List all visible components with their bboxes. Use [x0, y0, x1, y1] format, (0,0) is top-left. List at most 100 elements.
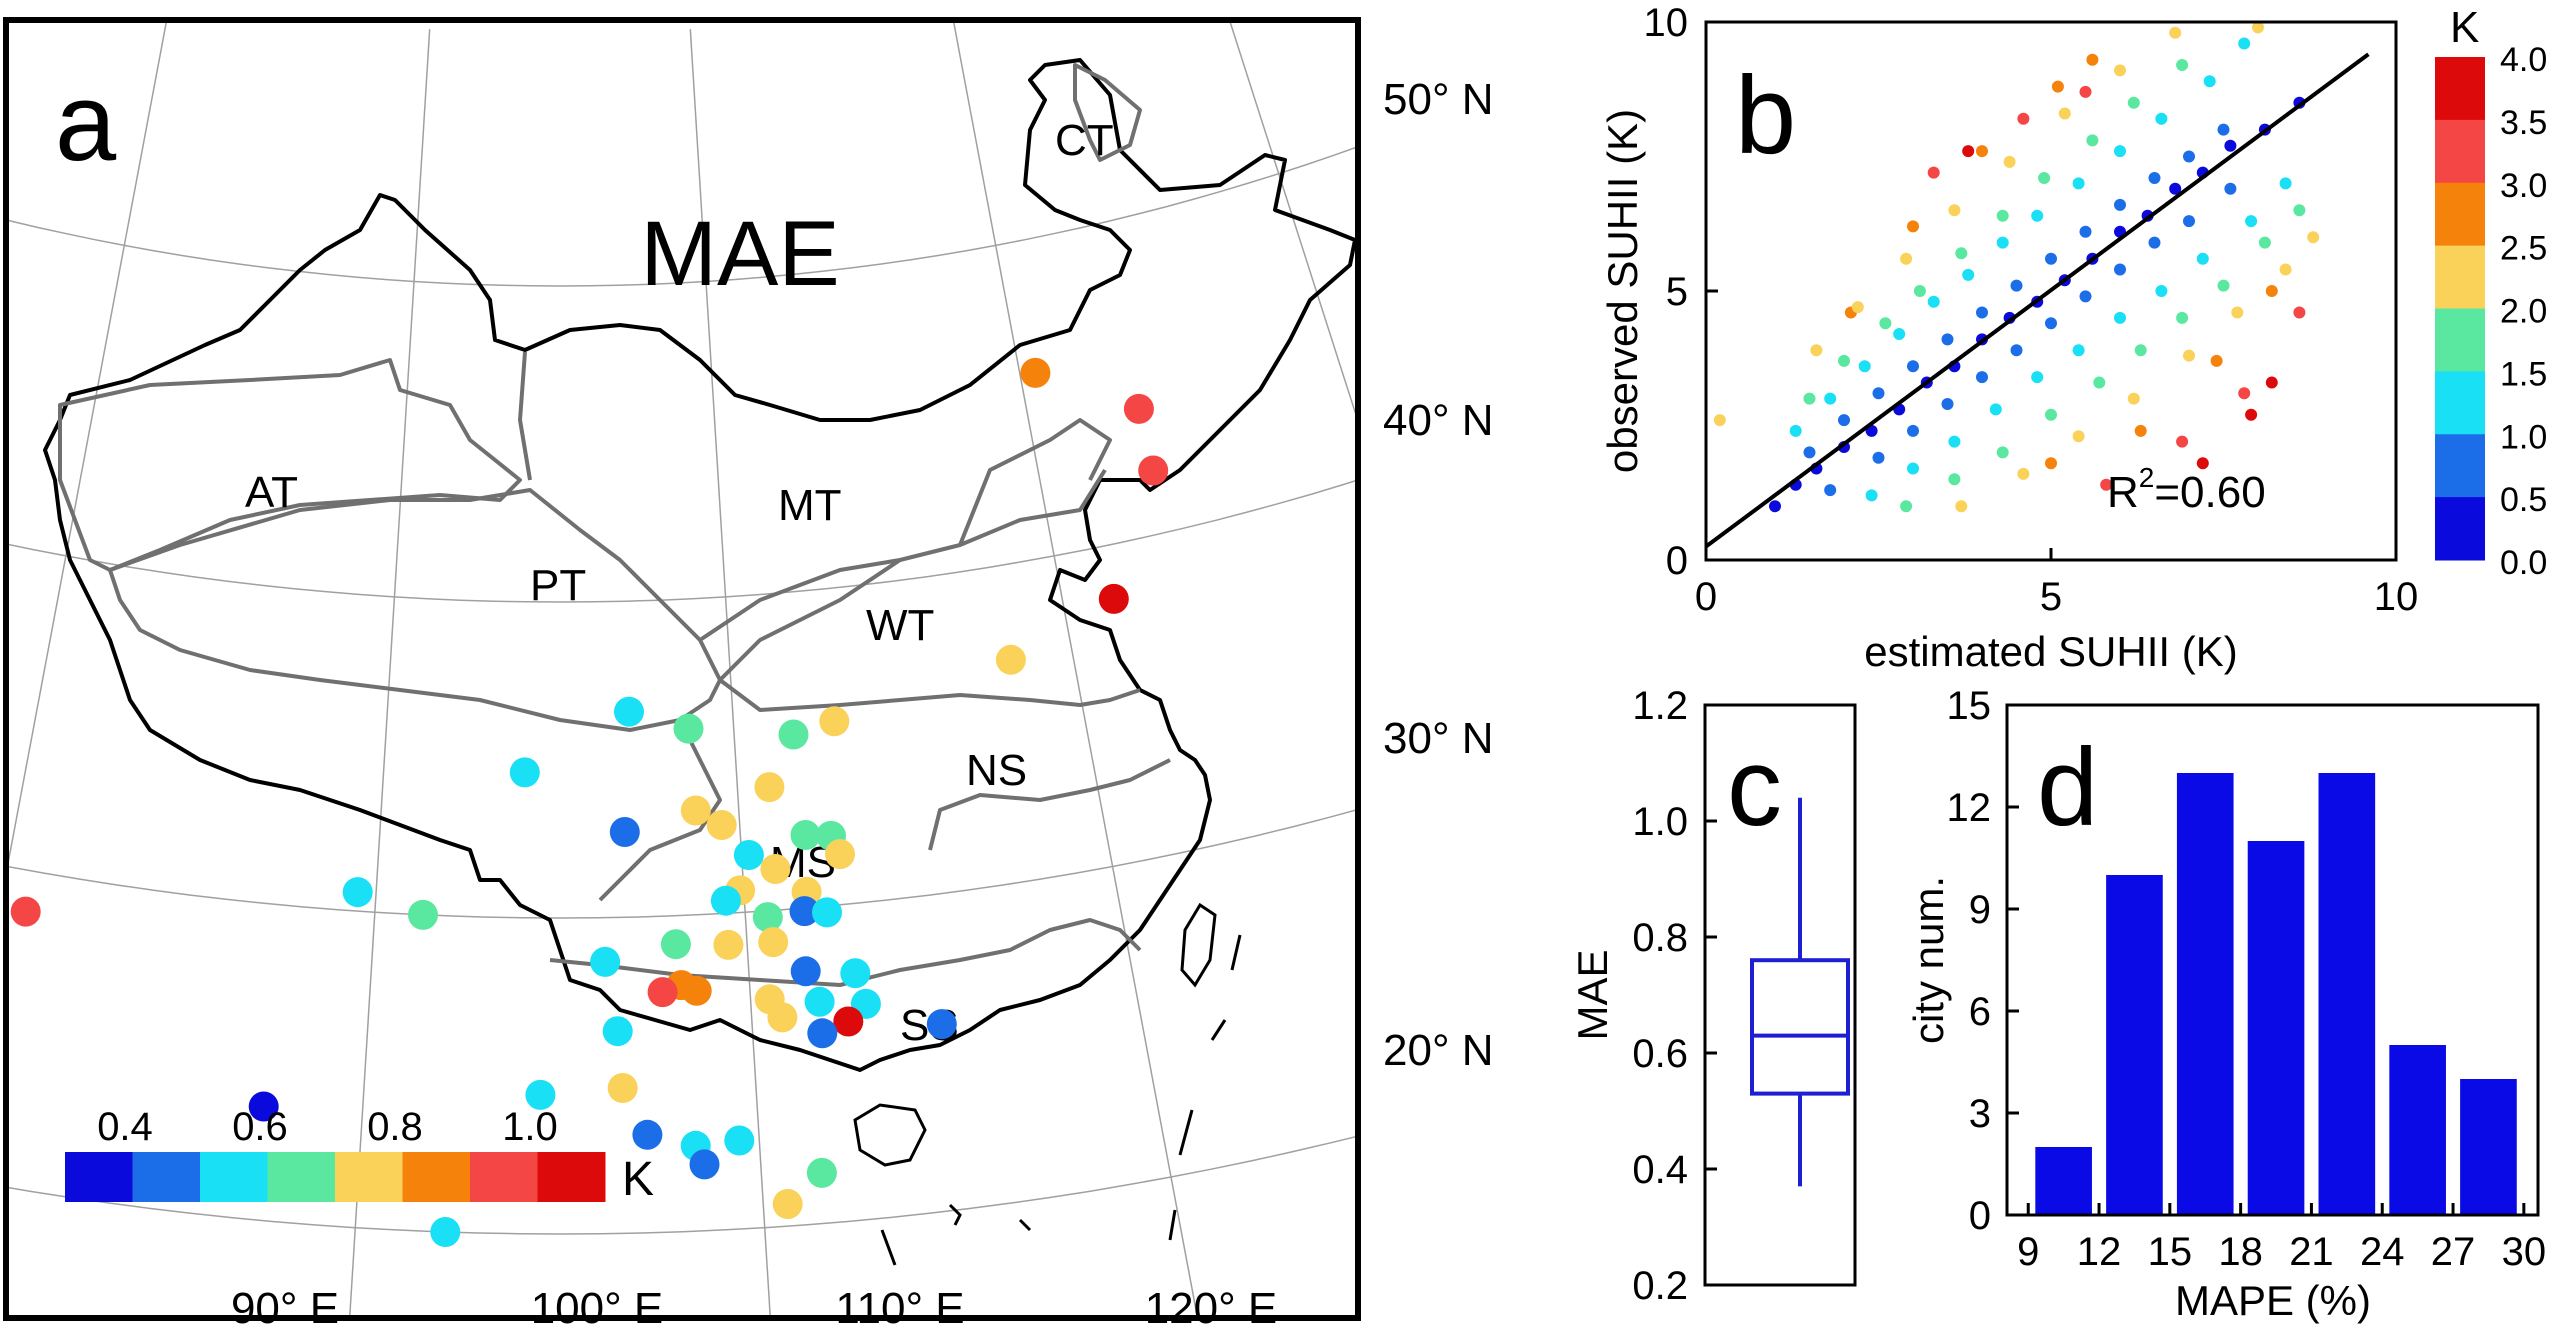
- panel-a-title: MAE: [640, 203, 839, 305]
- city-dot-48: [724, 1125, 755, 1156]
- scatter-point-114: [2210, 354, 2223, 367]
- histogram-ylabel: city num.: [1905, 876, 1952, 1044]
- colorbar-tick-0.5: 0.5: [2500, 481, 2547, 519]
- scatter-point-63: [2072, 344, 2085, 357]
- scatter-point-117: [2017, 112, 2030, 125]
- city-dot-1: [1123, 393, 1154, 424]
- scatter-xtick-label-10: 10: [2374, 575, 2419, 619]
- city-dot-12: [706, 810, 737, 840]
- scatter-ytick-label-5: 5: [1666, 270, 1688, 314]
- city-dot-14: [790, 820, 821, 850]
- city-dot-26: [812, 897, 842, 928]
- scatter-point-0: [1769, 500, 1781, 513]
- panel-b-letter: b: [1735, 54, 1796, 177]
- scatter-point-44: [2224, 182, 2237, 195]
- panel-a-letter: a: [55, 61, 117, 184]
- scatter-point-15: [2169, 182, 2182, 195]
- scatter-point-29: [2114, 198, 2126, 211]
- city-dot-39: [833, 1006, 864, 1037]
- panel-c-letter: c: [1727, 726, 1782, 849]
- colorbar-tick-3.0: 3.0: [2500, 167, 2547, 205]
- city-dot-3: [1098, 583, 1129, 614]
- scatter-point-110: [2051, 80, 2064, 93]
- scatter-point-99: [2017, 467, 2030, 480]
- city-dot-52: [806, 1157, 837, 1188]
- region-boundary-mt-ne: [958, 418, 1112, 546]
- region-boundaries: [58, 63, 1171, 987]
- histogram-bars: [2035, 773, 2517, 1215]
- region-label-at: AT: [245, 468, 298, 517]
- histogram-bar-5: [2389, 1045, 2446, 1215]
- city-dot-28: [713, 929, 744, 960]
- city-dot-6: [673, 713, 704, 744]
- region-boundary-ns: [928, 758, 1171, 851]
- scatter-point-48: [1893, 328, 1906, 340]
- scatter-point-36: [1941, 398, 1954, 410]
- city-dot-32: [647, 977, 678, 1008]
- scatter-point-116: [1927, 166, 1940, 179]
- scatter-point-35: [1907, 424, 1919, 437]
- city-dot-10: [609, 817, 640, 847]
- city-dot-42: [602, 1016, 633, 1047]
- city-dot-8: [819, 706, 850, 737]
- colorbar-tick-4.0: 4.0: [2500, 41, 2547, 79]
- scatter-point-46: [1824, 392, 1837, 405]
- r2-base: R: [2107, 468, 2139, 517]
- map-legend-swatch-3: [267, 1152, 336, 1202]
- parallel-50: [8, 146, 1356, 287]
- scatter-point-72: [1913, 285, 1926, 297]
- scatter-point-30: [2148, 172, 2161, 184]
- city-dot-16: [733, 840, 764, 870]
- region-boundary-at: [58, 358, 522, 572]
- colorbar-swatch-0: [2435, 57, 2485, 121]
- colorbar: 4.0 3.5 3.0 2.5 2.0 1.5 1.0 0.5 0.0: [2435, 41, 2547, 582]
- histogram-xtick-label-24: 24: [2360, 1230, 2405, 1274]
- scatter-point-120: [2176, 435, 2189, 448]
- histogram-xtick-label-9: 9: [2017, 1230, 2039, 1274]
- map-legend-tick-0.8: 0.8: [367, 1105, 423, 1149]
- scatter-point-65: [2155, 285, 2168, 297]
- city-dot-27: [660, 929, 691, 960]
- city-dot-49: [689, 1149, 720, 1180]
- region-label-ct: CT: [1055, 116, 1114, 165]
- scatter-point-34: [1872, 451, 1885, 464]
- map-legend: 0.4 0.6 0.8 1.0 K: [65, 1105, 654, 1206]
- scatter-point-55: [2155, 112, 2168, 125]
- scatter-point-82: [2045, 408, 2057, 421]
- scatter-point-23: [1907, 360, 1919, 373]
- city-dot-36: [804, 986, 835, 1017]
- scatter-point-32: [2217, 123, 2230, 136]
- scatter-point-105: [2307, 231, 2320, 244]
- map-legend-unit: K: [622, 1153, 654, 1206]
- histogram-ytick-label-15: 15: [1947, 684, 1992, 728]
- scatter-point-113: [2134, 424, 2147, 437]
- colorbar-tick-2.0: 2.0: [2500, 293, 2547, 331]
- islands-6: [1018, 1218, 1032, 1232]
- histogram-ytick-label-3: 3: [1969, 1092, 1991, 1136]
- scatter-ylabel: observed SUHII (K): [1599, 109, 1646, 473]
- scatter-point-125: [2245, 408, 2258, 421]
- scatter-xtick-label-0: 0: [1695, 575, 1717, 619]
- scatter-point-45: [1789, 424, 1802, 437]
- region-label-pt: PT: [530, 561, 586, 610]
- scatter-point-85: [2176, 311, 2189, 324]
- boxplot-ytick-label-1.0: 1.0: [1632, 800, 1688, 844]
- panel-d-histogram: 9 12 15 18 21 24 27 30 0 3 6 9 12 15 d MAPE (%) city …: [1905, 684, 2546, 1324]
- city-dot-13: [754, 772, 785, 803]
- boxplot-frame: [1703, 703, 1857, 1287]
- scatter-point-22: [1872, 387, 1885, 400]
- scatter-point-80: [1948, 473, 1961, 486]
- china-border: [43, 58, 1356, 1072]
- city-dot-29: [758, 927, 789, 958]
- boxplot-iqr-box: [1750, 958, 1850, 1096]
- scatter-point-69: [1803, 392, 1816, 405]
- histogram-xtick-label-30: 30: [2502, 1230, 2547, 1274]
- scatter-xlabel: estimated SUHII (K): [1864, 628, 2237, 675]
- scatter-point-54: [2114, 145, 2126, 158]
- scatter-point-123: [1962, 145, 1975, 158]
- map-legend-swatches: [65, 1152, 606, 1202]
- scatter-point-104: [2279, 263, 2292, 276]
- panel-b-scatter: 0 5 10 0 5 10 b estimated SUHII (K) observed …: [1599, 1, 2547, 675]
- scatter-point-108: [1907, 220, 1919, 233]
